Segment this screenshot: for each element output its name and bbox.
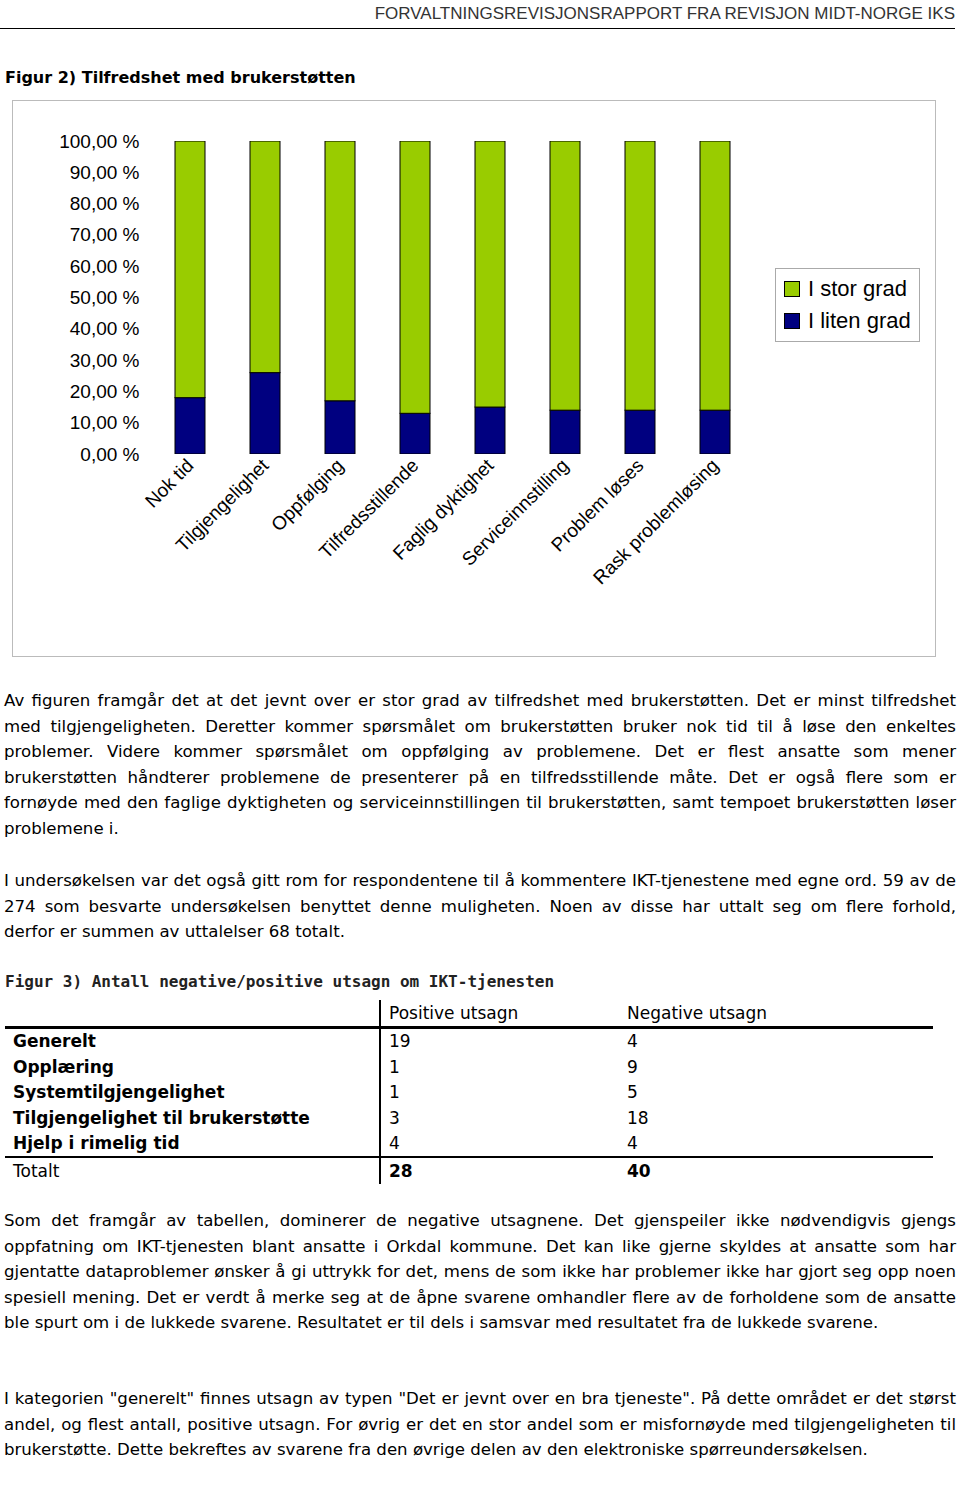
html-text:Figur 2) Tilfredshet med bruke: Figur 2) Tilfredshet med brukerstøtten bbox=[5, 68, 356, 87]
html-text:Opplæring: Opplæring bbox=[13, 1056, 114, 1077]
html-text:FORVALTNINGSREVISJONSRAPPORT F: FORVALTNINGSREVISJONSRAPPORT FRA REVISJO… bbox=[374, 4, 955, 23]
html-text:I liten grad: I liten grad bbox=[808, 308, 911, 333]
html-text:1: 1 bbox=[389, 1082, 400, 1103]
svg-text:50,00 %: 50,00 % bbox=[70, 287, 140, 308]
html-text:4: 4 bbox=[627, 1031, 638, 1052]
html-text:Generelt: Generelt bbox=[13, 1031, 96, 1052]
html-text:5: 5 bbox=[627, 1082, 638, 1103]
svg-text:30,00 %: 30,00 % bbox=[70, 350, 140, 371]
svg-text:20,00 %: 20,00 % bbox=[70, 381, 140, 402]
svg-text:Tilfredsstillende: Tilfredsstillende bbox=[314, 454, 423, 563]
svg-text:Oppfølging: Oppfølging bbox=[267, 455, 348, 536]
html-text:4: 4 bbox=[627, 1133, 638, 1154]
html-text:1: 1 bbox=[389, 1056, 400, 1077]
svg-text:60,00 %: 60,00 % bbox=[70, 256, 140, 277]
svg-text:100,00 %: 100,00 % bbox=[59, 131, 139, 152]
svg-text:Serviceinnstilling: Serviceinnstilling bbox=[458, 455, 573, 570]
html-text:Positive utsagn: Positive utsagn bbox=[389, 1002, 519, 1023]
svg-text:40,00 %: 40,00 % bbox=[70, 318, 140, 339]
html-text:Av figuren framgår det at det: Av figuren framgår det at det jevnt over… bbox=[4, 691, 956, 838]
svg-text:Problem løses: Problem løses bbox=[546, 454, 648, 556]
html-text:Systemtilgjengelighet: Systemtilgjengelighet bbox=[13, 1082, 225, 1103]
svg-text:70,00 %: 70,00 % bbox=[70, 224, 140, 245]
html-text:Hjelp i rimelig tid: Hjelp i rimelig tid bbox=[13, 1133, 180, 1154]
html-text:9: 9 bbox=[627, 1056, 638, 1077]
html-text:Som det framgår av tabellen, d: Som det framgår av tabellen, dominerer d… bbox=[4, 1211, 956, 1332]
html-text:3: 3 bbox=[389, 1107, 400, 1128]
svg-text:90,00 %: 90,00 % bbox=[70, 162, 140, 183]
svg-text:Nok tid: Nok tid bbox=[141, 455, 198, 512]
html-text:I undersøkelsen var det også g: I undersøkelsen var det også gitt rom fo… bbox=[4, 871, 956, 941]
html-text:18: 18 bbox=[627, 1107, 649, 1128]
html-text:40: 40 bbox=[627, 1160, 651, 1181]
svg-text:Tilgjengelighet: Tilgjengelighet bbox=[172, 454, 273, 555]
svg-text:80,00 %: 80,00 % bbox=[70, 193, 140, 214]
html-text:Tilgjengelighet til brukerstøt: Tilgjengelighet til brukerstøtte bbox=[13, 1107, 310, 1128]
svg-text:10,00 %: 10,00 % bbox=[70, 412, 140, 433]
html-text:19: 19 bbox=[389, 1031, 411, 1052]
html-text:Negative utsagn: Negative utsagn bbox=[627, 1002, 767, 1023]
html-text:4: 4 bbox=[389, 1133, 400, 1154]
svg-text:0,00 %: 0,00 % bbox=[80, 444, 139, 465]
html-text:I stor grad: I stor grad bbox=[808, 276, 907, 301]
svg-text:Rask problemløsing: Rask problemløsing bbox=[589, 455, 723, 589]
html-text:I kategorien "generelt" finnes: I kategorien "generelt" finnes utsagn av… bbox=[4, 1389, 956, 1459]
html-text:Figur 3) Antall negative/posit: Figur 3) Antall negative/positive utsagn… bbox=[5, 972, 555, 991]
svg-text:Faglig dyktighet: Faglig dyktighet bbox=[388, 454, 498, 564]
html-text:Totalt: Totalt bbox=[13, 1160, 60, 1181]
html-text:28: 28 bbox=[389, 1160, 413, 1181]
